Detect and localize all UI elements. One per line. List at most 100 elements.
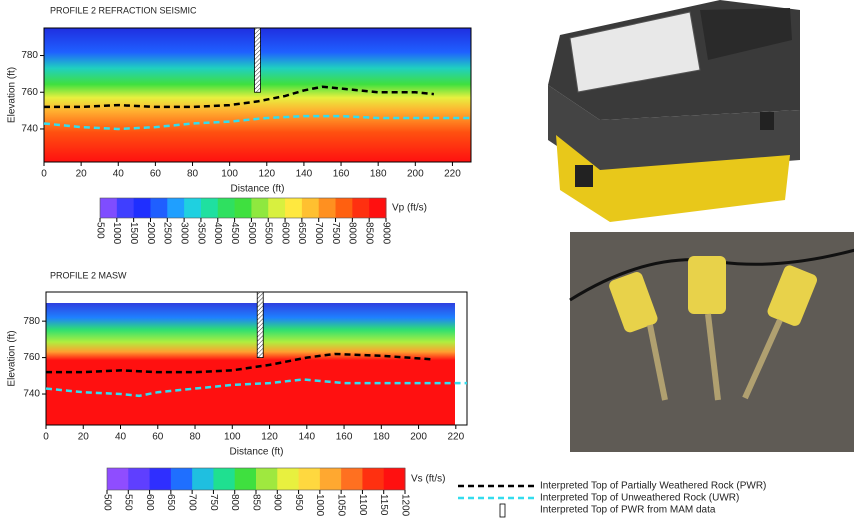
y-tick-label: 780 xyxy=(21,50,38,61)
colorbar-tick-label: 6500 xyxy=(296,222,307,245)
interpreted-line xyxy=(44,85,434,109)
colorbar-swatch xyxy=(256,468,278,490)
colorbar-tick-label: 600 xyxy=(144,494,155,511)
x-tick-label: 0 xyxy=(41,169,47,180)
colorbar-tick-label: 6000 xyxy=(279,222,290,245)
colorbar-swatch xyxy=(149,468,172,490)
colorbar-tick-label: 3500 xyxy=(195,222,206,245)
x-axis-label: Distance (ft) xyxy=(231,184,285,195)
colorbar-tick-label: 2500 xyxy=(162,222,173,245)
chart-title: PROFILE 2 MASW xyxy=(50,270,127,280)
colorbar-tick-label: 500 xyxy=(101,494,112,511)
x-tick-label: 180 xyxy=(370,169,387,180)
colorbar-tick-label: 7000 xyxy=(313,222,324,245)
x-tick-label: 140 xyxy=(296,169,313,180)
geophones-photo xyxy=(569,232,854,452)
colorbar-swatch xyxy=(319,468,342,490)
colorbar-tick-label: 1500 xyxy=(128,222,139,245)
legend-borehole xyxy=(499,503,506,518)
colorbar-tick-label: 550 xyxy=(123,494,134,511)
colorbar-tick-label: 1000 xyxy=(314,494,325,517)
colorbar-swatch xyxy=(167,198,185,218)
x-tick-label: 120 xyxy=(261,432,278,443)
x-tick-label: 20 xyxy=(76,169,88,180)
colorbar-swatch xyxy=(150,198,168,218)
colorbar-tick-label: 1000 xyxy=(111,222,122,245)
x-tick-label: 60 xyxy=(150,169,162,180)
x-tick-label: 40 xyxy=(113,169,125,180)
y-tick-label: 740 xyxy=(21,124,38,135)
x-tick-label: 180 xyxy=(373,432,390,443)
plot-frame xyxy=(45,291,468,426)
colorbar-swatch xyxy=(277,468,300,490)
colorbar-tick-label: 1200 xyxy=(399,494,410,517)
x-tick-label: 0 xyxy=(43,432,49,443)
colorbar-swatch xyxy=(383,468,406,490)
colorbar-swatch xyxy=(285,198,303,218)
y-tick-label: 740 xyxy=(23,389,40,400)
colorbar-label: Vp (ft/s) xyxy=(392,203,427,214)
chart-title: PROFILE 2 REFRACTION SEISMIC xyxy=(50,5,197,15)
x-axis-label: Distance (ft) xyxy=(230,447,284,458)
x-tick-label: 220 xyxy=(444,169,461,180)
x-tick-label: 160 xyxy=(333,169,350,180)
colorbar-swatch xyxy=(318,198,337,218)
y-tick-label: 760 xyxy=(23,352,40,363)
interpreted-line xyxy=(46,352,434,374)
colorbar-swatch xyxy=(234,198,252,218)
colorbar-swatch xyxy=(362,468,385,490)
y-tick-label: 760 xyxy=(21,87,38,98)
velocity-field xyxy=(46,303,455,425)
colorbar-tick-label: 850 xyxy=(250,494,261,511)
seismograph-photo xyxy=(540,0,810,225)
colorbar-swatch xyxy=(217,198,236,218)
colorbar-swatch xyxy=(301,198,320,218)
colorbar-tick-label: 900 xyxy=(272,494,283,511)
colorbar-swatch xyxy=(100,198,118,218)
colorbar-tick-label: 800 xyxy=(229,494,240,511)
colorbar-swatch xyxy=(335,198,353,218)
colorbar-tick-label: 5000 xyxy=(246,222,257,245)
colorbar-swatch xyxy=(268,198,286,218)
x-tick-label: 160 xyxy=(336,432,353,443)
x-tick-label: 80 xyxy=(187,169,199,180)
interpreted-line xyxy=(43,114,471,131)
colorbar-swatch xyxy=(170,468,193,490)
colorbar-swatch xyxy=(251,198,269,218)
colorbar-swatch xyxy=(234,468,257,490)
colorbar-swatch xyxy=(107,468,129,490)
interpreted-line xyxy=(45,378,467,398)
colorbar-swatch xyxy=(213,468,236,490)
colorbar-tick-label: 4500 xyxy=(229,222,240,245)
x-tick-label: 200 xyxy=(410,432,427,443)
colorbar-tick-label: 2000 xyxy=(145,222,156,245)
colorbar-swatch xyxy=(341,468,363,490)
colorbar-tick-label: 3000 xyxy=(178,222,189,245)
colorbar-swatch xyxy=(369,198,387,218)
x-tick-label: 100 xyxy=(224,432,241,443)
x-tick-label: 80 xyxy=(189,432,201,443)
colorbar-tick-label: 9000 xyxy=(380,222,391,245)
x-tick-label: 20 xyxy=(78,432,90,443)
colorbar-tick-label: 5500 xyxy=(263,222,274,245)
x-tick-label: 40 xyxy=(115,432,127,443)
legend-label: Interpreted Top of Unweathered Rock (UWR… xyxy=(540,493,739,504)
y-axis-label: Elevation (ft) xyxy=(7,330,18,386)
colorbar-swatch xyxy=(116,198,135,218)
legend-label: Interpreted Top of PWR from MAM data xyxy=(540,505,716,516)
colorbar-swatch xyxy=(192,468,214,490)
colorbar-swatch xyxy=(352,198,370,218)
legend-label: Interpreted Top of Partially Weathered R… xyxy=(540,481,766,492)
colorbar-tick-label: 8000 xyxy=(347,222,358,245)
y-tick-label: 780 xyxy=(23,316,40,327)
colorbar-tick-label: 700 xyxy=(187,494,198,511)
x-tick-label: 120 xyxy=(258,169,275,180)
colorbar-frame xyxy=(99,197,387,219)
colorbar-tick-label: 7500 xyxy=(330,222,341,245)
colorbar-tick-label: 500 xyxy=(94,222,105,239)
x-tick-label: 200 xyxy=(407,169,424,180)
colorbar-tick-label: 650 xyxy=(165,494,176,511)
colorbar-swatch xyxy=(184,198,202,218)
colorbar-tick-label: 950 xyxy=(293,494,304,511)
